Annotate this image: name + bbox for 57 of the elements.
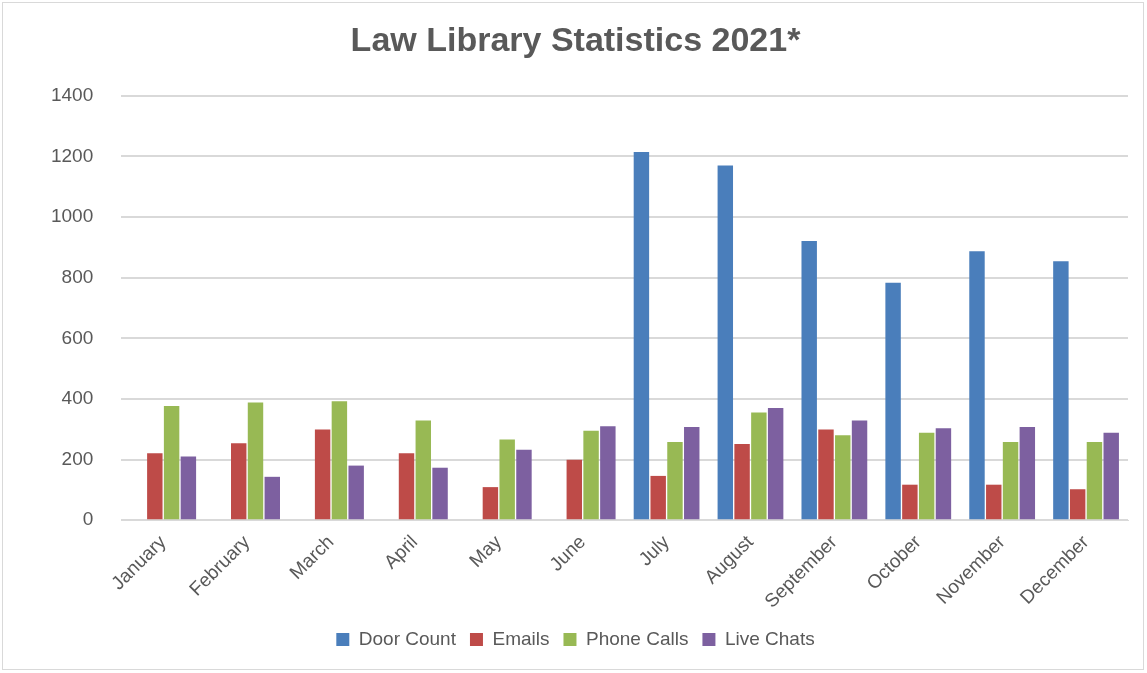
bar	[482, 487, 499, 520]
bar	[885, 282, 901, 520]
bar	[398, 453, 415, 520]
bar	[1053, 261, 1069, 520]
y-tick-label: 200	[61, 447, 94, 469]
y-tick-label: 600	[61, 326, 94, 348]
bar	[516, 449, 532, 520]
chart-title: Law Library Statistics 2021*	[350, 19, 802, 58]
bar	[969, 251, 985, 520]
y-tick-label: 1000	[50, 205, 94, 227]
bar	[667, 441, 683, 520]
bar	[818, 429, 834, 520]
x-tick-label: May	[465, 530, 506, 572]
y-tick-label: 0	[82, 508, 94, 530]
bar	[1086, 441, 1103, 520]
bar	[918, 432, 935, 520]
legend-label: Door Count	[358, 627, 457, 649]
legend-label: Phone Calls	[585, 627, 689, 649]
bar	[751, 412, 767, 520]
bar	[147, 453, 163, 520]
bar	[415, 420, 432, 520]
bar	[684, 427, 700, 520]
bar	[734, 444, 750, 520]
bar	[566, 459, 583, 520]
bar	[801, 240, 817, 520]
bar	[1103, 432, 1119, 520]
legend-label: Emails	[492, 627, 550, 649]
bar	[583, 430, 599, 520]
y-tick-label: 800	[61, 265, 94, 287]
bar	[432, 467, 448, 520]
y-tick-label: 1200	[50, 144, 94, 166]
y-tick-label: 1400	[50, 84, 94, 106]
bar	[986, 484, 1002, 520]
bar	[717, 165, 734, 520]
legend-label: Live Chats	[724, 627, 815, 649]
bar	[247, 402, 264, 520]
bar	[499, 439, 515, 520]
x-tick-label: July	[634, 530, 674, 570]
bar	[935, 428, 952, 520]
bar	[835, 435, 851, 520]
bar	[600, 426, 616, 520]
bar	[231, 443, 247, 520]
bar	[902, 484, 918, 520]
bar	[348, 465, 364, 520]
bar	[180, 456, 197, 520]
bar	[331, 401, 348, 520]
bar	[163, 405, 180, 520]
bar	[1069, 489, 1086, 520]
bar	[264, 476, 280, 520]
bar	[633, 151, 650, 520]
bar	[1019, 427, 1036, 520]
bar	[767, 408, 784, 520]
bar	[1002, 441, 1019, 520]
y-tick-label: 400	[61, 387, 94, 409]
bar	[314, 429, 331, 520]
bar	[851, 420, 868, 520]
bar	[650, 475, 666, 520]
